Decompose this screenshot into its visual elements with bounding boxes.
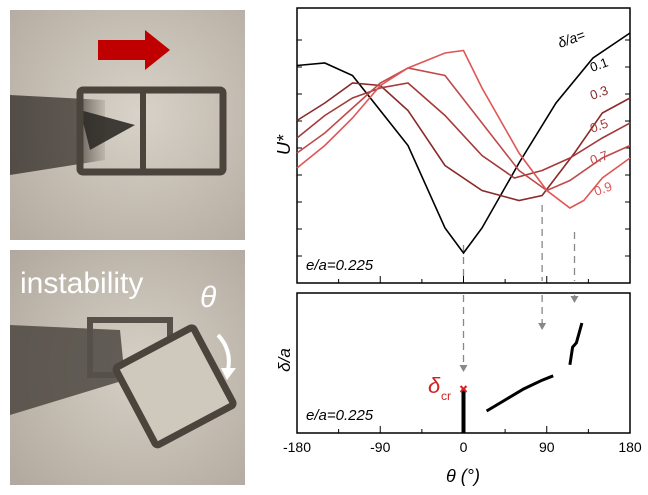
branch-line-2 xyxy=(485,374,554,413)
series-line-0.3 xyxy=(296,82,631,202)
legend-title: δ/a= xyxy=(556,26,587,50)
series-line-0.5 xyxy=(296,82,631,179)
probe-shadow xyxy=(10,325,125,415)
minimum-arrow-head xyxy=(538,323,547,330)
series-line-0.1 xyxy=(296,32,631,255)
photo-top xyxy=(10,10,245,240)
critical-label: δ cr xyxy=(428,373,451,403)
x-tick-label: 180 xyxy=(618,439,642,455)
legend-label-0.3: 0.3 xyxy=(588,83,610,103)
annotation-ea: e/a=0.225 xyxy=(306,407,374,424)
rotation-arrow-head xyxy=(221,368,236,380)
series-line-0.7 xyxy=(296,67,631,192)
minimum-arrow-head xyxy=(459,365,468,372)
x-tick-label: -90 xyxy=(370,439,390,455)
x-axis-label: θ (°) xyxy=(446,466,480,486)
critical-subscript: cr xyxy=(441,389,451,403)
x-tick-label: -180 xyxy=(283,439,311,455)
critical-delta-symbol: δ xyxy=(428,373,441,398)
legend-label-0.1: 0.1 xyxy=(588,55,610,75)
minimum-arrow-head xyxy=(570,296,579,303)
rotated-particle xyxy=(112,324,237,449)
instability-caption: instability xyxy=(20,267,143,300)
y-axis-label: δ/a xyxy=(275,348,294,372)
x-tick-label: 0 xyxy=(460,439,468,455)
legend-label-0.7: 0.7 xyxy=(588,148,610,168)
series-line-0.9 xyxy=(296,49,631,209)
displacement-chart: -180 -90 0 90 180 δ/a e/a=0.225 θ (°) δ cr xyxy=(275,292,642,486)
legend-label-0.5: 0.5 xyxy=(588,116,610,136)
legend-label-0.9: 0.9 xyxy=(592,179,614,199)
energy-chart: 0.1 0.3 0.5 0.7 0.9 U* δ/a= e/a=0.225 xyxy=(274,7,631,284)
branch-line-3 xyxy=(568,322,584,366)
critical-point-marker xyxy=(459,385,468,393)
photo-bottom: instability θ xyxy=(10,250,245,485)
square-particle xyxy=(76,86,227,176)
y-axis-label: U* xyxy=(274,134,294,155)
theta-symbol: θ xyxy=(200,281,217,314)
annotation-ea: e/a=0.225 xyxy=(306,257,374,274)
probe-tip xyxy=(80,110,135,150)
rotation-arrow xyxy=(216,333,231,371)
push-direction-arrow xyxy=(98,30,170,70)
x-tick-label: 90 xyxy=(539,439,555,455)
